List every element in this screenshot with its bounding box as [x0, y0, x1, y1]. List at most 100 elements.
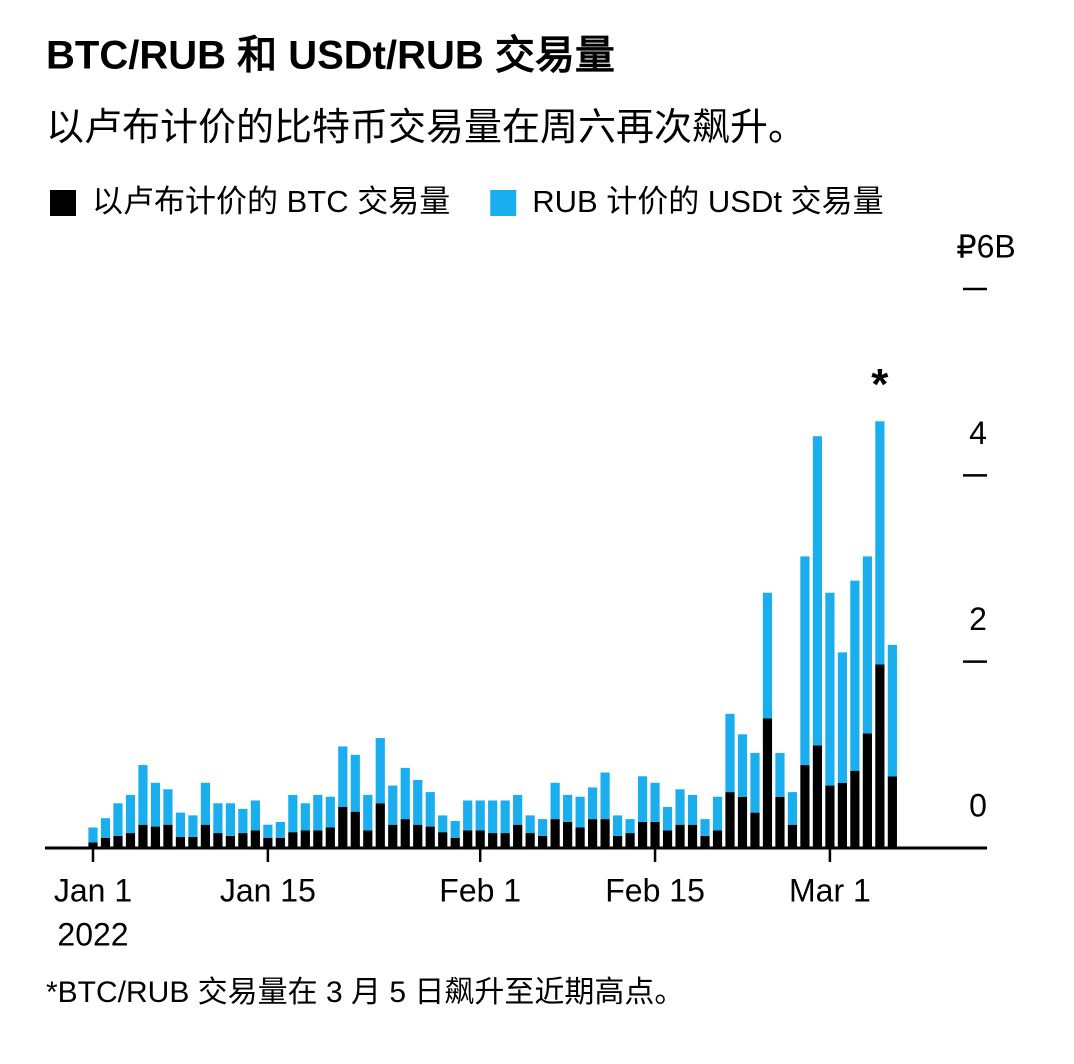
- x-tick-label: Jan 15: [220, 872, 316, 908]
- bar-segment: [413, 824, 423, 848]
- bar-segment: [488, 800, 498, 834]
- bar-segment: [850, 770, 860, 848]
- bar-segment: [812, 745, 823, 848]
- legend-label: 以卢布计价的 BTC 交易量: [92, 184, 450, 219]
- bar-segment: [225, 835, 235, 848]
- bar-segment: [750, 752, 760, 813]
- bar-segment: [200, 824, 211, 848]
- legend-swatch: [50, 190, 76, 216]
- bar-segment: [687, 824, 698, 848]
- bar-segment: [250, 830, 260, 848]
- y-tick-label: 4: [969, 415, 987, 451]
- bar-segment: [662, 807, 673, 831]
- bar-segment: [213, 803, 223, 834]
- bar-segment: [737, 796, 748, 848]
- bar-segment: [475, 830, 485, 848]
- bar-segment: [650, 821, 660, 848]
- bar-segment: [737, 734, 748, 797]
- bar-segment: [450, 837, 460, 848]
- bar-segment: [163, 824, 173, 848]
- bar-segment: [775, 752, 785, 797]
- bar-segment: [787, 824, 798, 848]
- bar-segment: [313, 794, 323, 831]
- bar-segment: [400, 819, 410, 848]
- bar-segment: [475, 800, 485, 831]
- bar-segment: [100, 818, 111, 838]
- bar-segment: [338, 807, 348, 848]
- bar-segment: [175, 836, 186, 848]
- bar-segment: [675, 789, 685, 825]
- bar-segment: [288, 832, 298, 848]
- bar-segment: [650, 782, 660, 822]
- bar-segment: [600, 819, 610, 848]
- bar-segment: [662, 830, 673, 848]
- bar-segment: [525, 833, 535, 848]
- footnote: *BTC/RUB 交易量在 3 月 5 日飙升至近期高点。: [46, 976, 684, 1009]
- bar-segment: [837, 782, 847, 848]
- bar-segment: [175, 812, 186, 837]
- bar-segment: [125, 833, 136, 848]
- bar-segment: [538, 835, 548, 848]
- bar-segment: [875, 664, 885, 848]
- bar-segment: [275, 837, 285, 848]
- bar-segment: [463, 800, 473, 831]
- bar-segment: [388, 785, 398, 825]
- bar-segment: [363, 794, 373, 831]
- x-tick-label: Feb 1: [439, 872, 521, 908]
- chart-title: BTC/RUB 和 USDt/RUB 交易量: [46, 34, 615, 78]
- bar-segment: [563, 821, 573, 848]
- y-tick-label: 2: [969, 601, 987, 637]
- bar-segment: [687, 794, 698, 825]
- bar-segment: [887, 644, 897, 777]
- bar-segment: [313, 830, 323, 848]
- bar-segment: [850, 580, 860, 771]
- bar-segment: [862, 733, 872, 848]
- bar-segment: [637, 776, 648, 822]
- bar-segment: [438, 832, 448, 848]
- bar-segment: [163, 789, 173, 825]
- bar-segment: [513, 794, 523, 825]
- bar-segment: [350, 754, 360, 812]
- bar-segment: [538, 819, 548, 836]
- bar-segment: [188, 836, 198, 848]
- bar-segment: [812, 436, 823, 746]
- bar-segment: [100, 837, 111, 848]
- bar-segment: [288, 794, 298, 833]
- bar-segment: [488, 833, 498, 848]
- bar-segment: [425, 792, 435, 827]
- bar-segment: [500, 800, 510, 834]
- bar-segment: [612, 835, 623, 848]
- x-tick-label: Feb 15: [605, 872, 705, 908]
- bar-segment: [400, 767, 410, 820]
- bar-segment: [762, 592, 773, 719]
- bar-segment: [637, 821, 648, 848]
- bar-segment: [463, 830, 473, 848]
- bar-segment: [600, 772, 610, 820]
- bar-segment: [125, 794, 136, 834]
- bar-segment: [113, 835, 123, 848]
- bar-segment: [375, 803, 385, 848]
- legend-label: RUB 计价的 USDt 交易量: [532, 184, 883, 219]
- bar-segment: [113, 803, 123, 836]
- chart-subtitle: 以卢布计价的比特币交易量在周六再次飙升。: [46, 107, 806, 149]
- bar-segment: [612, 815, 623, 836]
- bar-segment: [300, 803, 310, 831]
- bar-segment: [350, 811, 360, 848]
- bar-segment: [150, 782, 161, 827]
- bar-segment: [775, 796, 785, 848]
- bar-segment: [363, 830, 373, 848]
- bar-segment: [887, 776, 897, 848]
- bar-segment: [875, 421, 885, 665]
- bar-segment: [300, 830, 310, 848]
- bar-segment: [837, 652, 847, 783]
- bar-segment: [213, 833, 223, 848]
- bar-segment: [800, 765, 810, 848]
- bar-segment: [150, 826, 161, 848]
- bar-segment: [787, 792, 798, 825]
- bar-segment: [275, 821, 285, 838]
- bar-segment: [88, 842, 98, 848]
- bar-segment: [625, 819, 635, 834]
- bar-segment: [425, 826, 435, 848]
- bar-segment: [88, 827, 98, 843]
